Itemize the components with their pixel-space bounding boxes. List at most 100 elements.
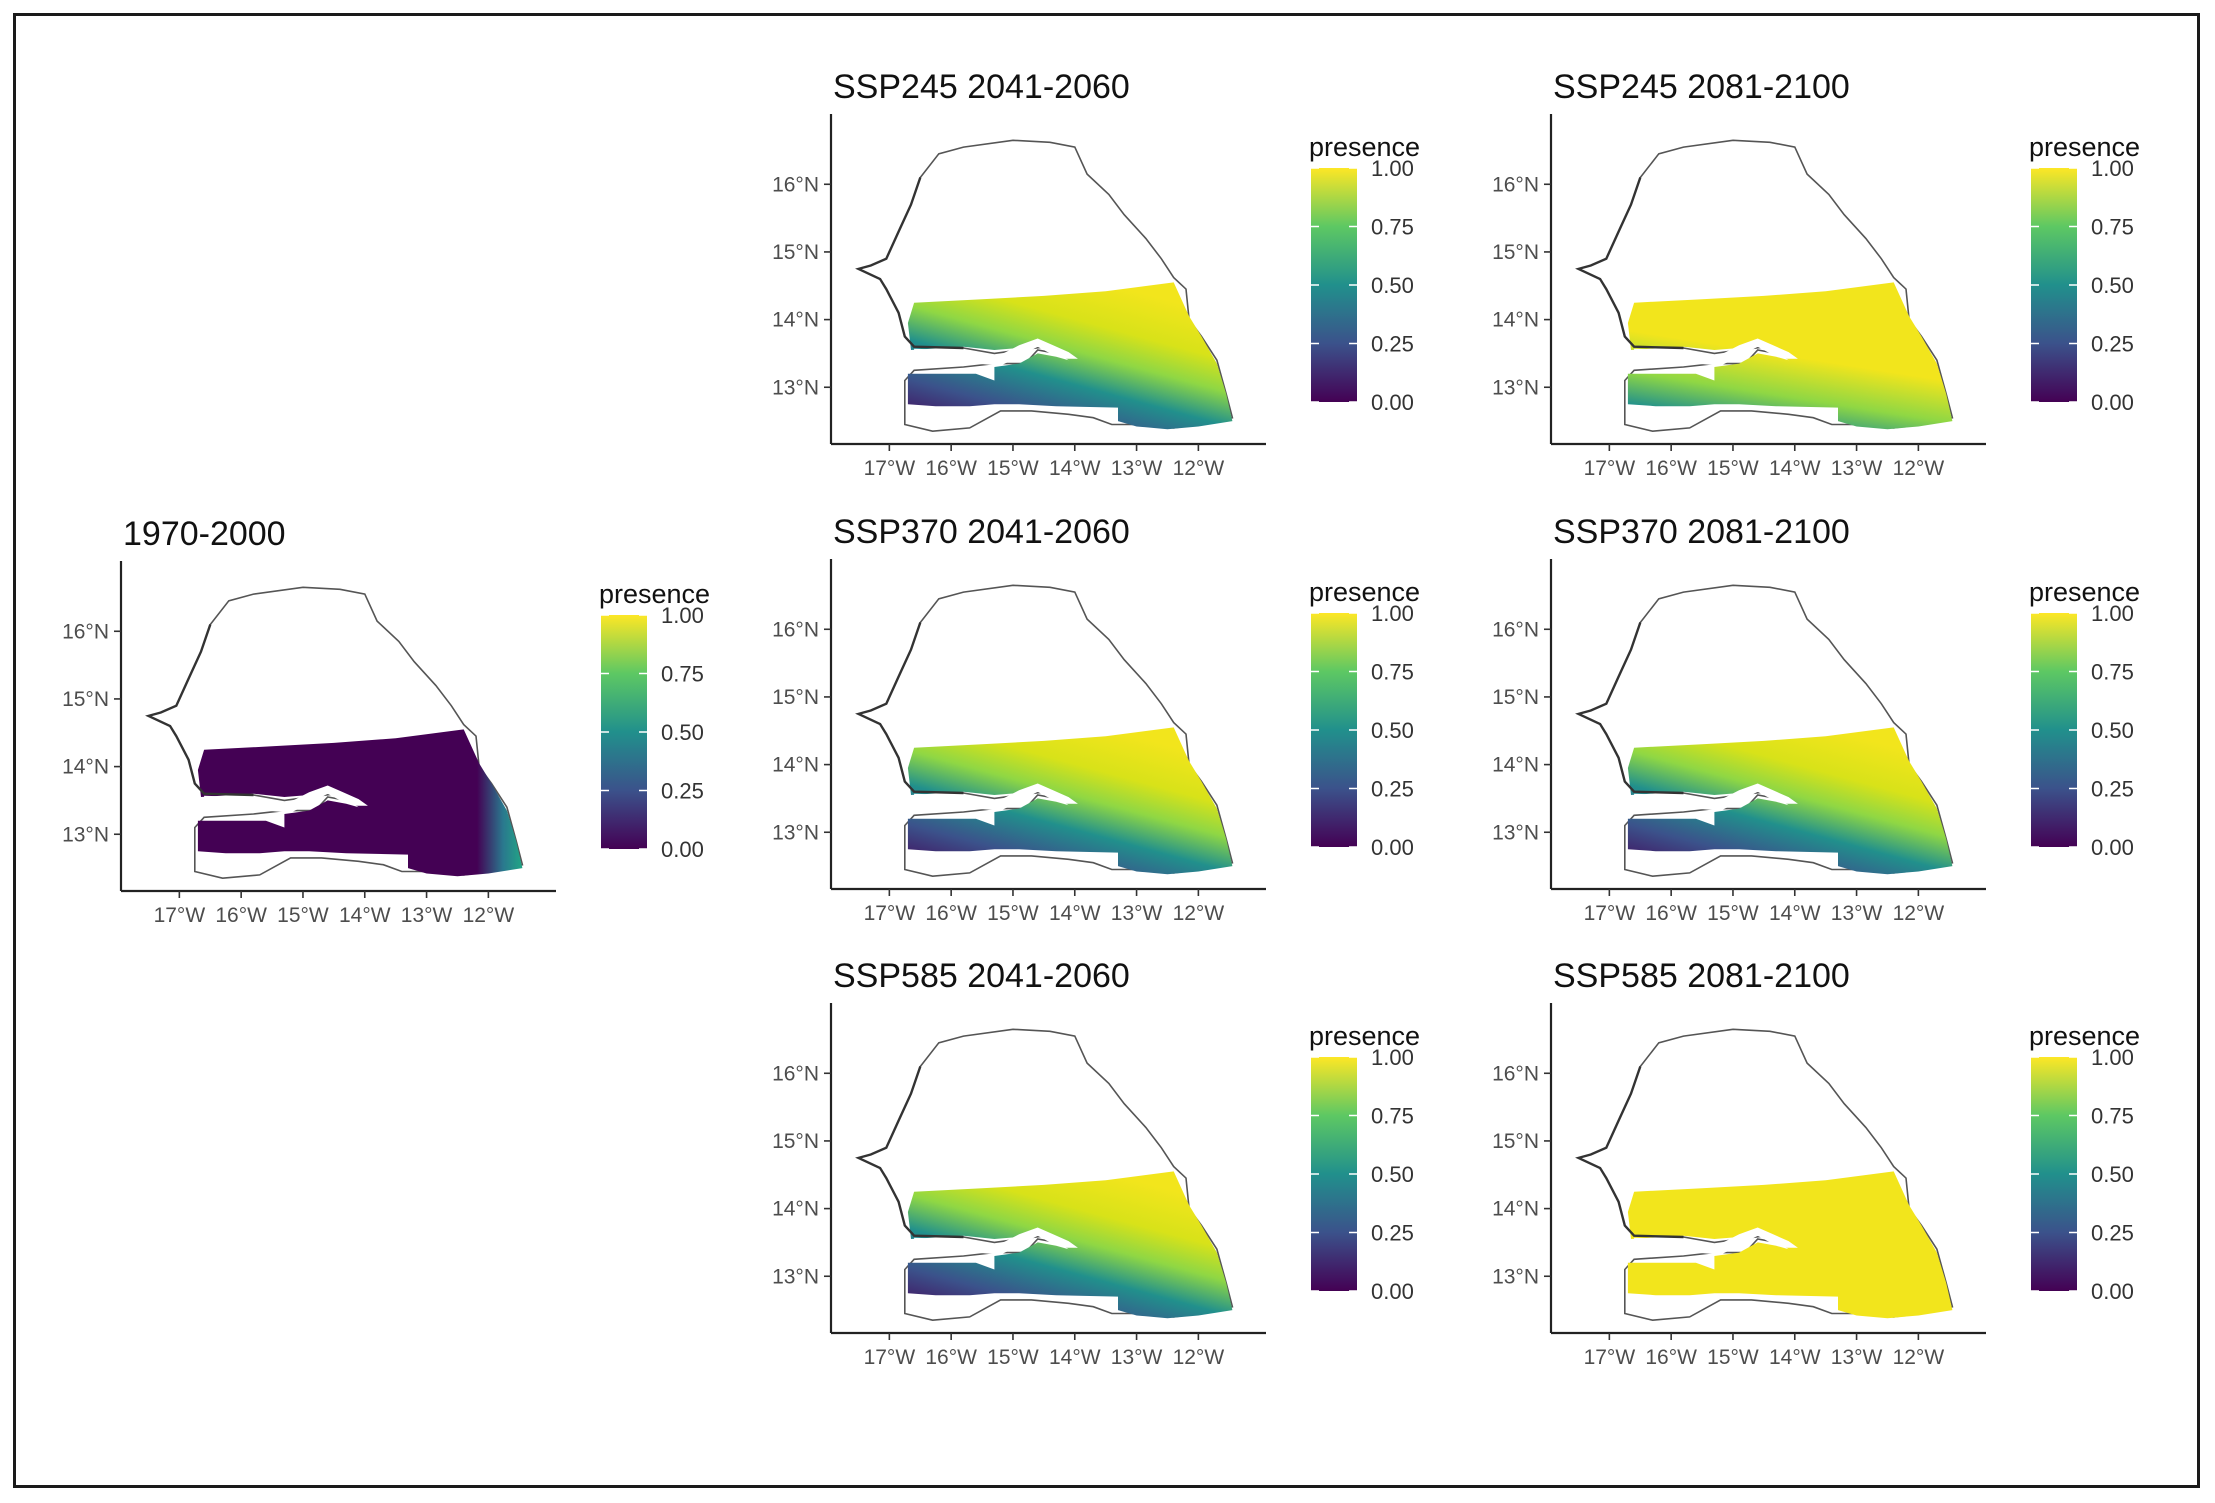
legend-tick-label: 0.25 <box>1371 1221 1414 1246</box>
y-tick-label: 16°N <box>772 173 819 196</box>
legend-tick-label: 0.50 <box>2091 718 2134 743</box>
legend-tick-label: 0.25 <box>661 779 704 804</box>
legend-tick-label: 0.00 <box>1371 390 1414 415</box>
map-panel-p1970: 1970-2000 16°N 15°N 14°N 13°N 17°W 16°W 15°W 14°… <box>62 515 710 927</box>
x-tick-label: 16°W <box>1645 902 1697 925</box>
panel-title: SSP245 2081-2100 <box>1553 68 1850 106</box>
gambia-river-gap <box>914 1227 1078 1255</box>
map-panel-p585_2081: SSP585 2081-2100 16°N 15°N 14°N 13°N 17°W 16°W… <box>1492 957 2140 1369</box>
gambia-river-gap <box>204 785 368 813</box>
legend-title: presence <box>2029 1021 2140 1051</box>
legend-tick-label: 1.00 <box>1371 1045 1414 1070</box>
legend-tick-label: 0.50 <box>1371 1162 1414 1187</box>
legend-tick-label: 1.00 <box>1371 156 1414 181</box>
y-tick-label: 13°N <box>772 1265 819 1288</box>
legend-tick-label: 0.00 <box>1371 1279 1414 1304</box>
y-tick-label: 14°N <box>772 309 819 332</box>
legend-tick-label: 0.50 <box>1371 718 1414 743</box>
y-tick-label: 15°N <box>772 686 819 709</box>
map-panel-p370_2041: SSP370 2041-2060 16°N 15°N 14°N 13°N 17°W 16°W… <box>772 513 1420 925</box>
x-tick-label: 16°W <box>215 904 267 927</box>
x-tick-label: 14°W <box>1049 457 1101 480</box>
figure-frame: 1970-2000 16°N 15°N 14°N 13°N 17°W 16°W 15°W 14°… <box>13 13 2200 1488</box>
x-tick-label: 17°W <box>864 1346 916 1369</box>
x-tick-label: 15°W <box>277 904 329 927</box>
legend-tick-label: 0.75 <box>2091 215 2134 240</box>
coastline <box>1575 1066 1684 1239</box>
legend-tick-label: 0.00 <box>661 837 704 862</box>
legend-tick-label: 0.00 <box>2091 1279 2134 1304</box>
map-figure: 1970-2000 16°N 15°N 14°N 13°N 17°W 16°W 15°W 14°… <box>62 68 2140 1369</box>
x-tick-label: 15°W <box>1707 1346 1759 1369</box>
x-tick-label: 16°W <box>925 902 977 925</box>
y-tick-label: 13°N <box>62 823 109 846</box>
gambia-river-gap <box>1634 783 1798 811</box>
panel-title: SSP245 2041-2060 <box>833 68 1130 106</box>
gambia-river-gap <box>1634 338 1798 366</box>
x-tick-label: 12°W <box>1173 902 1225 925</box>
x-tick-label: 15°W <box>987 902 1039 925</box>
panel-title: SSP370 2041-2060 <box>833 513 1130 551</box>
x-tick-label: 14°W <box>1769 457 1821 480</box>
legend-tick-label: 0.25 <box>1371 777 1414 802</box>
legend-tick-label: 0.75 <box>1371 215 1414 240</box>
y-tick-label: 14°N <box>1492 309 1539 332</box>
legend-tick-label: 0.50 <box>1371 273 1414 298</box>
legend-title: presence <box>1309 1021 1420 1051</box>
y-tick-label: 16°N <box>1492 1062 1539 1085</box>
legend-tick-label: 0.75 <box>1371 1104 1414 1129</box>
x-tick-label: 14°W <box>1769 902 1821 925</box>
coastline <box>1575 177 1684 350</box>
y-tick-label: 14°N <box>1492 754 1539 777</box>
legend-tick-label: 0.00 <box>1371 835 1414 860</box>
legend-tick-label: 1.00 <box>661 603 704 628</box>
x-tick-label: 15°W <box>1707 902 1759 925</box>
x-tick-label: 15°W <box>987 457 1039 480</box>
map-panel-p245_2041: SSP245 2041-2060 16°N 15°N 14°N 13°N 17°W 16°W… <box>772 68 1420 480</box>
legend-tick-label: 1.00 <box>2091 601 2134 626</box>
y-tick-label: 16°N <box>62 620 109 643</box>
y-tick-label: 13°N <box>1492 376 1539 399</box>
legend-tick-label: 0.00 <box>2091 835 2134 860</box>
legend-title: presence <box>599 579 710 609</box>
y-tick-label: 15°N <box>62 688 109 711</box>
coastline <box>855 177 964 350</box>
x-tick-label: 15°W <box>1707 457 1759 480</box>
legend-tick-label: 0.25 <box>2091 777 2134 802</box>
x-tick-label: 13°W <box>1831 902 1883 925</box>
legend-title: presence <box>1309 132 1420 162</box>
x-tick-label: 12°W <box>1173 1346 1225 1369</box>
panel-title: SSP585 2041-2060 <box>833 957 1130 995</box>
legend-tick-label: 0.75 <box>2091 1104 2134 1129</box>
y-tick-label: 16°N <box>772 1062 819 1085</box>
y-tick-label: 16°N <box>772 618 819 641</box>
legend-tick-label: 0.50 <box>2091 1162 2134 1187</box>
panel-title: 1970-2000 <box>123 515 286 553</box>
legend-tick-label: 0.50 <box>2091 273 2134 298</box>
y-tick-label: 14°N <box>772 1198 819 1221</box>
x-tick-label: 14°W <box>1049 1346 1101 1369</box>
y-tick-label: 16°N <box>1492 173 1539 196</box>
y-tick-label: 16°N <box>1492 618 1539 641</box>
legend-tick-label: 1.00 <box>2091 1045 2134 1070</box>
x-tick-label: 16°W <box>925 457 977 480</box>
legend-tick-label: 0.75 <box>2091 660 2134 685</box>
x-tick-label: 16°W <box>1645 457 1697 480</box>
legend-tick-label: 0.75 <box>661 662 704 687</box>
coastline <box>145 624 254 797</box>
legend-tick-label: 1.00 <box>1371 601 1414 626</box>
map-panel-p585_2041: SSP585 2041-2060 16°N 15°N 14°N 13°N 17°W 16°W… <box>772 957 1420 1369</box>
legend-title: presence <box>2029 132 2140 162</box>
coastline <box>1575 622 1684 795</box>
y-tick-label: 15°N <box>772 1130 819 1153</box>
x-tick-label: 14°W <box>339 904 391 927</box>
legend-title: presence <box>1309 577 1420 607</box>
y-tick-label: 15°N <box>1492 241 1539 264</box>
legend-tick-label: 1.00 <box>2091 156 2134 181</box>
x-tick-label: 17°W <box>1584 902 1636 925</box>
panel-title: SSP585 2081-2100 <box>1553 957 1850 995</box>
